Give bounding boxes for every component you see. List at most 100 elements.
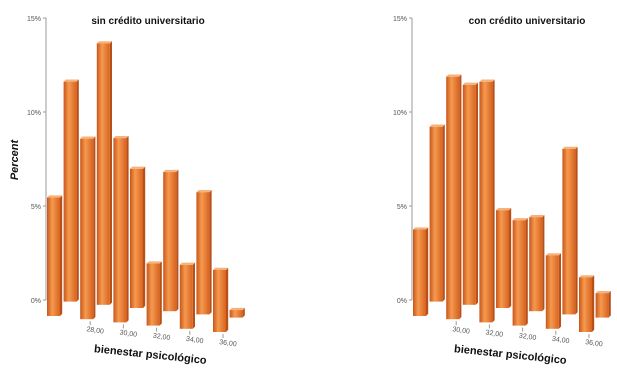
bar (446, 74, 462, 320)
bar (163, 169, 179, 312)
bar-top (496, 208, 512, 211)
x-tick-label: 32,00 (518, 333, 536, 342)
bar (496, 208, 512, 308)
bar (429, 124, 445, 302)
bar-side (93, 136, 96, 320)
bar-front (196, 192, 210, 315)
bar-front (213, 269, 226, 332)
bar-front (595, 293, 609, 318)
bar-side (459, 74, 462, 320)
bar-top (163, 169, 179, 173)
bar-front (179, 264, 193, 329)
x-axis-label: bienestar psicológico (453, 343, 567, 367)
bar-front (80, 138, 94, 320)
y-tick-label: 10% (393, 110, 407, 117)
bar (595, 290, 611, 318)
bar-front (96, 43, 110, 305)
bar-side (442, 124, 445, 302)
bar-side (242, 307, 245, 318)
y-tick-label: 15% (393, 16, 407, 23)
bar-front (429, 126, 443, 302)
bar-front (113, 138, 127, 323)
bar-side (575, 146, 578, 315)
x-tick-label: 28,00 (86, 326, 104, 335)
bar-front (545, 255, 559, 329)
x-tick-label: 36,00 (585, 339, 603, 348)
x-tick-label: 30,00 (119, 329, 137, 338)
bar (113, 135, 129, 323)
x-axis-label: bienestar psicológico (93, 343, 207, 367)
x-tick-label: 30,00 (452, 326, 470, 335)
bar-top (545, 253, 561, 256)
bar (130, 166, 146, 308)
bar-side (176, 169, 179, 312)
bar-top (146, 261, 162, 264)
bar-side (525, 218, 528, 326)
chart-title: sin crédito universitario (91, 16, 204, 27)
bar (229, 307, 245, 318)
bar-top (579, 275, 595, 278)
y-tick-label: 5% (397, 204, 407, 211)
bar (462, 82, 478, 305)
bar-front (130, 168, 143, 308)
bar-side (226, 267, 229, 332)
bar (562, 146, 578, 315)
bar-top (213, 267, 229, 270)
bar-top (529, 215, 545, 218)
bar-front (529, 217, 543, 312)
bar-top (446, 74, 462, 77)
bar-side (159, 261, 162, 326)
bar-front (446, 76, 460, 320)
bar-front (229, 310, 243, 318)
bar-top (179, 262, 195, 265)
bar (179, 262, 195, 329)
bar-front (146, 263, 160, 326)
bar-top (47, 195, 63, 198)
bar-side (143, 166, 146, 308)
chart-panel-2: 0% 5% 10% 15% 30,00 32,00 32,00 34,00 36,00 con c… (393, 16, 611, 367)
x-tick-label: 36,00 (219, 339, 237, 348)
x-tick-label: 32,00 (152, 333, 170, 342)
x-tick-label: 34,00 (552, 336, 570, 345)
bar-top (413, 227, 429, 230)
bar-top (63, 79, 79, 82)
chart-panel-1: 0% 5% 10% 15% 28,00 30,00 32,00 34,00 36,00 sin c… (9, 16, 245, 367)
bar (63, 79, 79, 302)
bar (80, 136, 96, 320)
bar-top (562, 146, 578, 149)
chart-title: con crédito universitario (469, 16, 586, 27)
bar-top (512, 218, 528, 221)
bar-side (209, 190, 212, 315)
bar-side (109, 41, 112, 305)
bar-side (558, 253, 561, 329)
bar-front (163, 172, 177, 312)
bar (213, 267, 229, 332)
bar-side (509, 208, 512, 308)
bar-front (579, 277, 592, 332)
bar-side (60, 195, 63, 316)
bar-front (47, 197, 60, 316)
bar-front (512, 220, 526, 326)
bar-top (196, 190, 212, 193)
bar-front (562, 148, 576, 315)
bar-side (542, 215, 545, 312)
bar (413, 227, 429, 316)
bar-top (96, 41, 112, 44)
bar (512, 218, 528, 326)
bar-top (130, 166, 146, 169)
y-tick-label: 0% (31, 298, 41, 305)
bar (96, 41, 112, 305)
y-tick-label: 0% (397, 298, 407, 305)
bar-top (429, 124, 445, 127)
bar (545, 253, 561, 329)
bar-top (479, 79, 495, 82)
x-tick-label: 34,00 (186, 336, 204, 345)
x-tick-label: 32,00 (485, 329, 503, 338)
bar (529, 215, 545, 312)
bar-side (592, 275, 595, 332)
bar (479, 79, 495, 323)
bar-front (496, 210, 509, 308)
bar-front (63, 81, 77, 302)
bar-top (80, 136, 96, 139)
